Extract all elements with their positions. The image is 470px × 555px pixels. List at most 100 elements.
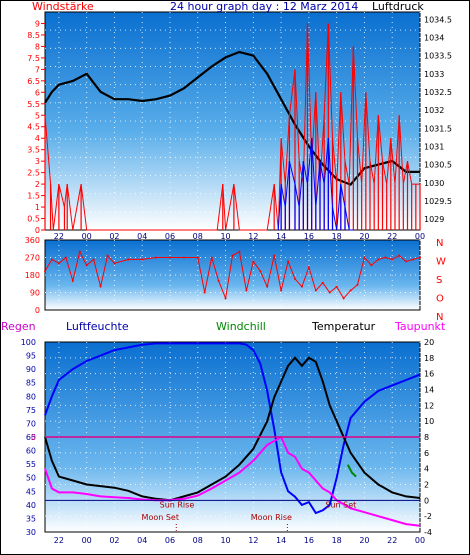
chart-series	[44, 23, 421, 527]
hour-tick-label: 06	[165, 536, 175, 545]
direction-point	[335, 285, 338, 288]
humidity-tick-label: 65	[26, 433, 36, 442]
series-luftfeuchte	[44, 342, 421, 515]
hour-tick-label: 20	[359, 536, 369, 545]
annotation-label: Moon Set	[142, 513, 179, 522]
hour-tick-label: 02	[109, 536, 119, 545]
temperature-tick-label: -2	[424, 512, 432, 521]
hour-tick-label: 06	[165, 232, 175, 241]
hour-tick-label: 18	[332, 536, 342, 545]
humidity-tick-label: 35	[26, 514, 36, 523]
temperature-tick-label: 16	[424, 370, 434, 379]
direction-tick-label: 0	[35, 306, 40, 315]
wind-tick-label: 3.5	[27, 146, 40, 155]
pressure-tick-label: 1030	[424, 179, 444, 188]
direction-point	[127, 258, 130, 261]
pressure-label: Luftdruck	[372, 0, 424, 13]
direction-point	[300, 285, 303, 288]
humidity-tick-label: 70	[26, 419, 36, 428]
wind-tick-label: 5	[35, 111, 40, 120]
direction-point	[419, 256, 421, 259]
direction-point	[92, 258, 95, 261]
axis-ticks: 00.511.522.533.544.555.566.577.588.59102…	[21, 15, 452, 545]
direction-point	[398, 254, 401, 257]
hour-tick-label: 22	[54, 536, 64, 545]
wind-tick-label: 2	[35, 180, 40, 189]
humidity-tick-label: 85	[26, 379, 36, 388]
pressure-tick-label: 1031	[424, 142, 444, 151]
direction-panel-bg	[44, 239, 421, 311]
direction-point	[71, 279, 74, 282]
direction-point	[328, 291, 331, 294]
humidity-tick-label: 30	[26, 528, 36, 537]
direction-point	[377, 258, 380, 261]
humidity-tick-label: 60	[26, 447, 36, 456]
pressure-tick-label: 1029	[424, 215, 444, 224]
hour-tick-label: 04	[137, 536, 147, 545]
top-panel-bg	[44, 11, 421, 231]
pressure-tick-label: 1031.5	[424, 124, 452, 133]
hour-tick-label: 10	[220, 536, 230, 545]
wind-tick-label: 7.5	[27, 54, 40, 63]
direction-point	[217, 279, 220, 282]
temperature-tick-label: 18	[424, 354, 434, 363]
direction-tick-label: 90	[30, 289, 40, 298]
wind-tick-label: 2.5	[27, 169, 40, 178]
compass-letter: O	[436, 294, 444, 305]
direction-point	[391, 258, 394, 261]
temperature-tick-label: 4	[424, 465, 429, 474]
direction-point	[238, 250, 241, 253]
hour-tick-label: 22	[387, 536, 397, 545]
hour-tick-label: 00	[82, 232, 92, 241]
wind-tick-label: 9	[35, 19, 40, 28]
hour-tick-label: 14	[276, 232, 286, 241]
direction-tick-label: 180	[25, 271, 40, 280]
series-windchill	[346, 464, 357, 478]
direction-point	[370, 264, 373, 267]
wind-tick-label: 6.5	[27, 77, 40, 86]
chart-title: 24 hour graph day : 12 Marz 2014	[170, 0, 358, 13]
series-temperatur	[44, 356, 421, 502]
direction-point	[405, 260, 408, 263]
wind-strength-label: Windstärke	[32, 0, 94, 13]
temperature-tick-label: 12	[424, 401, 434, 410]
direction-point	[384, 256, 387, 259]
humidity-tick-label: 50	[26, 474, 36, 483]
hour-tick-label: 22	[54, 232, 64, 241]
humidity-tick-label: 90	[26, 365, 36, 374]
pressure-tick-label: 1030.5	[424, 161, 452, 170]
hour-tick-label: 10	[220, 232, 230, 241]
annotation-label: Moon Rise	[251, 513, 292, 522]
pressure-tick-label: 1034	[424, 33, 444, 42]
legend-taupunkt: Taupunkt	[394, 320, 446, 333]
pressure-tick-label: 1032.5	[424, 88, 452, 97]
direction-point	[321, 281, 324, 284]
direction-point	[57, 262, 60, 265]
direction-point	[182, 256, 185, 259]
direction-point	[252, 260, 255, 263]
hour-tick-label: 14	[276, 536, 286, 545]
wind-tick-label: 7	[35, 65, 40, 74]
direction-point	[231, 254, 234, 257]
legend-regen: Regen	[1, 320, 36, 333]
humidity-tick-label: 75	[26, 406, 36, 415]
wind-line	[277, 138, 354, 231]
direction-point	[307, 266, 310, 269]
direction-point	[106, 254, 109, 257]
temperature-tick-label: 14	[424, 386, 434, 395]
wind-tick-label: 0	[35, 226, 40, 235]
temperature-tick-label: 20	[424, 338, 434, 347]
direction-point	[342, 297, 345, 300]
direction-point	[294, 277, 296, 280]
direction-point	[141, 258, 144, 261]
humidity-tick-label: 40	[26, 501, 36, 510]
pressure-tick-label: 1033	[424, 70, 444, 79]
hour-tick-label: 20	[359, 232, 369, 241]
hour-tick-label: 00	[82, 536, 92, 545]
direction-tick-label: 360	[25, 236, 40, 245]
hour-tick-label: 02	[109, 232, 119, 241]
pressure-tick-label: 1034.5	[424, 15, 452, 24]
pressure-line	[44, 50, 420, 186]
